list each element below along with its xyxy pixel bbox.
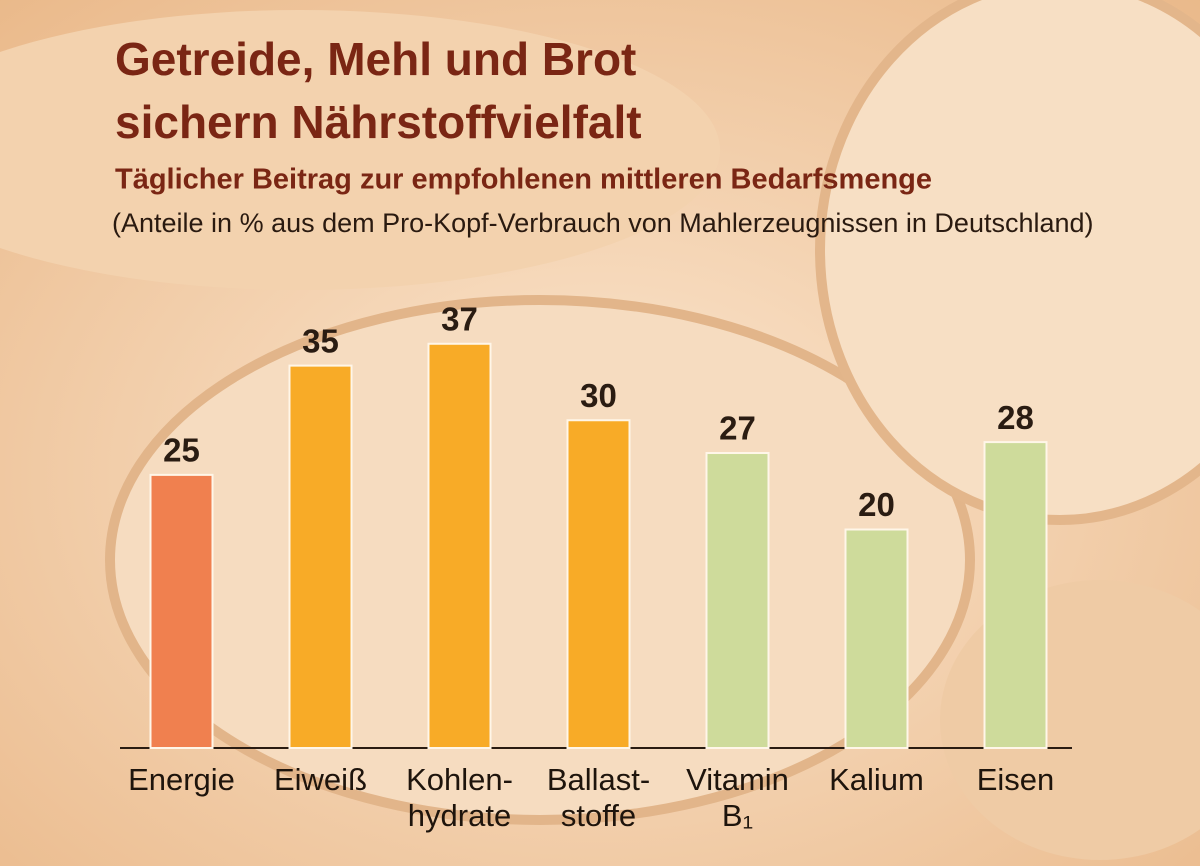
x-tick-label: Kalium bbox=[829, 762, 924, 797]
bowl bbox=[105, 295, 975, 825]
x-tick-label: Kohlen- bbox=[406, 762, 513, 797]
x-tick-label: B₁ bbox=[722, 798, 753, 833]
data-label: 37 bbox=[441, 300, 478, 337]
data-label: 25 bbox=[163, 432, 200, 469]
bar bbox=[705, 452, 770, 749]
data-label: 30 bbox=[580, 377, 617, 414]
x-tick-label: hydrate bbox=[408, 798, 511, 833]
x-tick-label: Energie bbox=[128, 762, 235, 797]
chart-title: sichern Nährstoffvielfalt bbox=[115, 96, 642, 148]
x-tick-label: Eiweiß bbox=[274, 762, 367, 797]
bar bbox=[566, 419, 631, 749]
bar bbox=[288, 364, 353, 749]
bar bbox=[983, 441, 1048, 749]
bar bbox=[149, 473, 214, 749]
x-tick-label: Vitamin bbox=[686, 762, 789, 797]
data-label: 20 bbox=[858, 486, 895, 523]
data-label: 28 bbox=[997, 399, 1034, 436]
x-tick-label: stoffe bbox=[561, 798, 636, 833]
chart-note: (Anteile in % aus dem Pro-Kopf-Verbrauch… bbox=[112, 208, 1094, 238]
chart-subtitle: Täglicher Beitrag zur empfohlenen mittle… bbox=[115, 164, 932, 196]
chart-title: Getreide, Mehl und Brot bbox=[115, 33, 636, 85]
bar bbox=[844, 528, 909, 749]
flour bbox=[0, 10, 720, 290]
bar bbox=[427, 342, 492, 749]
data-label: 27 bbox=[719, 410, 756, 447]
x-tick-label: Ballast- bbox=[547, 762, 650, 797]
x-tick-label: Eisen bbox=[977, 762, 1055, 797]
bowl bbox=[815, 0, 1200, 525]
data-label: 35 bbox=[302, 322, 339, 359]
